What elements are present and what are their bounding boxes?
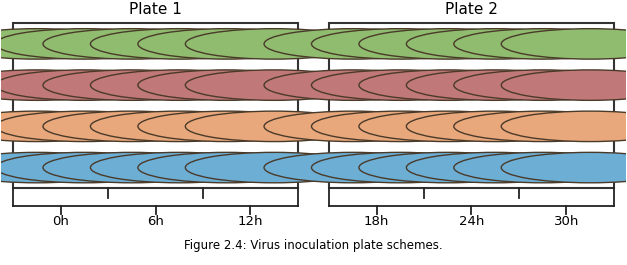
Ellipse shape [0,111,173,142]
Ellipse shape [312,111,489,142]
Ellipse shape [186,70,363,100]
Ellipse shape [264,111,441,142]
Ellipse shape [186,152,363,183]
Text: Plate 1: Plate 1 [129,2,182,17]
Text: Figure 2.4: Virus inoculation plate schemes.: Figure 2.4: Virus inoculation plate sche… [184,239,443,252]
Ellipse shape [264,152,441,183]
Ellipse shape [359,70,537,100]
Ellipse shape [0,111,126,142]
Ellipse shape [501,152,627,183]
Ellipse shape [138,152,315,183]
Ellipse shape [0,70,126,100]
Ellipse shape [186,111,363,142]
Ellipse shape [359,152,537,183]
Text: Plate 2: Plate 2 [445,2,498,17]
Bar [329,23,614,188]
Ellipse shape [90,111,268,142]
Ellipse shape [264,70,441,100]
Ellipse shape [406,29,584,59]
Ellipse shape [406,111,584,142]
Ellipse shape [264,29,441,59]
Ellipse shape [186,29,363,59]
Text: 18h: 18h [364,215,389,228]
Ellipse shape [359,29,537,59]
Ellipse shape [90,70,268,100]
Ellipse shape [406,70,584,100]
Ellipse shape [90,29,268,59]
Ellipse shape [43,111,221,142]
Ellipse shape [454,29,627,59]
Ellipse shape [43,29,221,59]
Ellipse shape [138,111,315,142]
Ellipse shape [501,111,627,142]
Ellipse shape [359,111,537,142]
Text: 0h: 0h [52,215,69,228]
Ellipse shape [501,70,627,100]
Ellipse shape [406,152,584,183]
Ellipse shape [0,152,126,183]
Ellipse shape [90,152,268,183]
Ellipse shape [0,70,173,100]
Ellipse shape [138,70,315,100]
Text: 6h: 6h [147,215,164,228]
Ellipse shape [312,70,489,100]
Ellipse shape [312,29,489,59]
Ellipse shape [312,152,489,183]
Ellipse shape [0,29,126,59]
Bar [13,23,298,188]
Ellipse shape [454,70,627,100]
Ellipse shape [501,29,627,59]
Text: 12h: 12h [238,215,263,228]
Ellipse shape [138,29,315,59]
Ellipse shape [43,152,221,183]
Ellipse shape [0,29,173,59]
Ellipse shape [454,152,627,183]
Ellipse shape [0,152,173,183]
Ellipse shape [454,111,627,142]
Ellipse shape [43,70,221,100]
Text: 24h: 24h [459,215,484,228]
Text: 30h: 30h [554,215,579,228]
